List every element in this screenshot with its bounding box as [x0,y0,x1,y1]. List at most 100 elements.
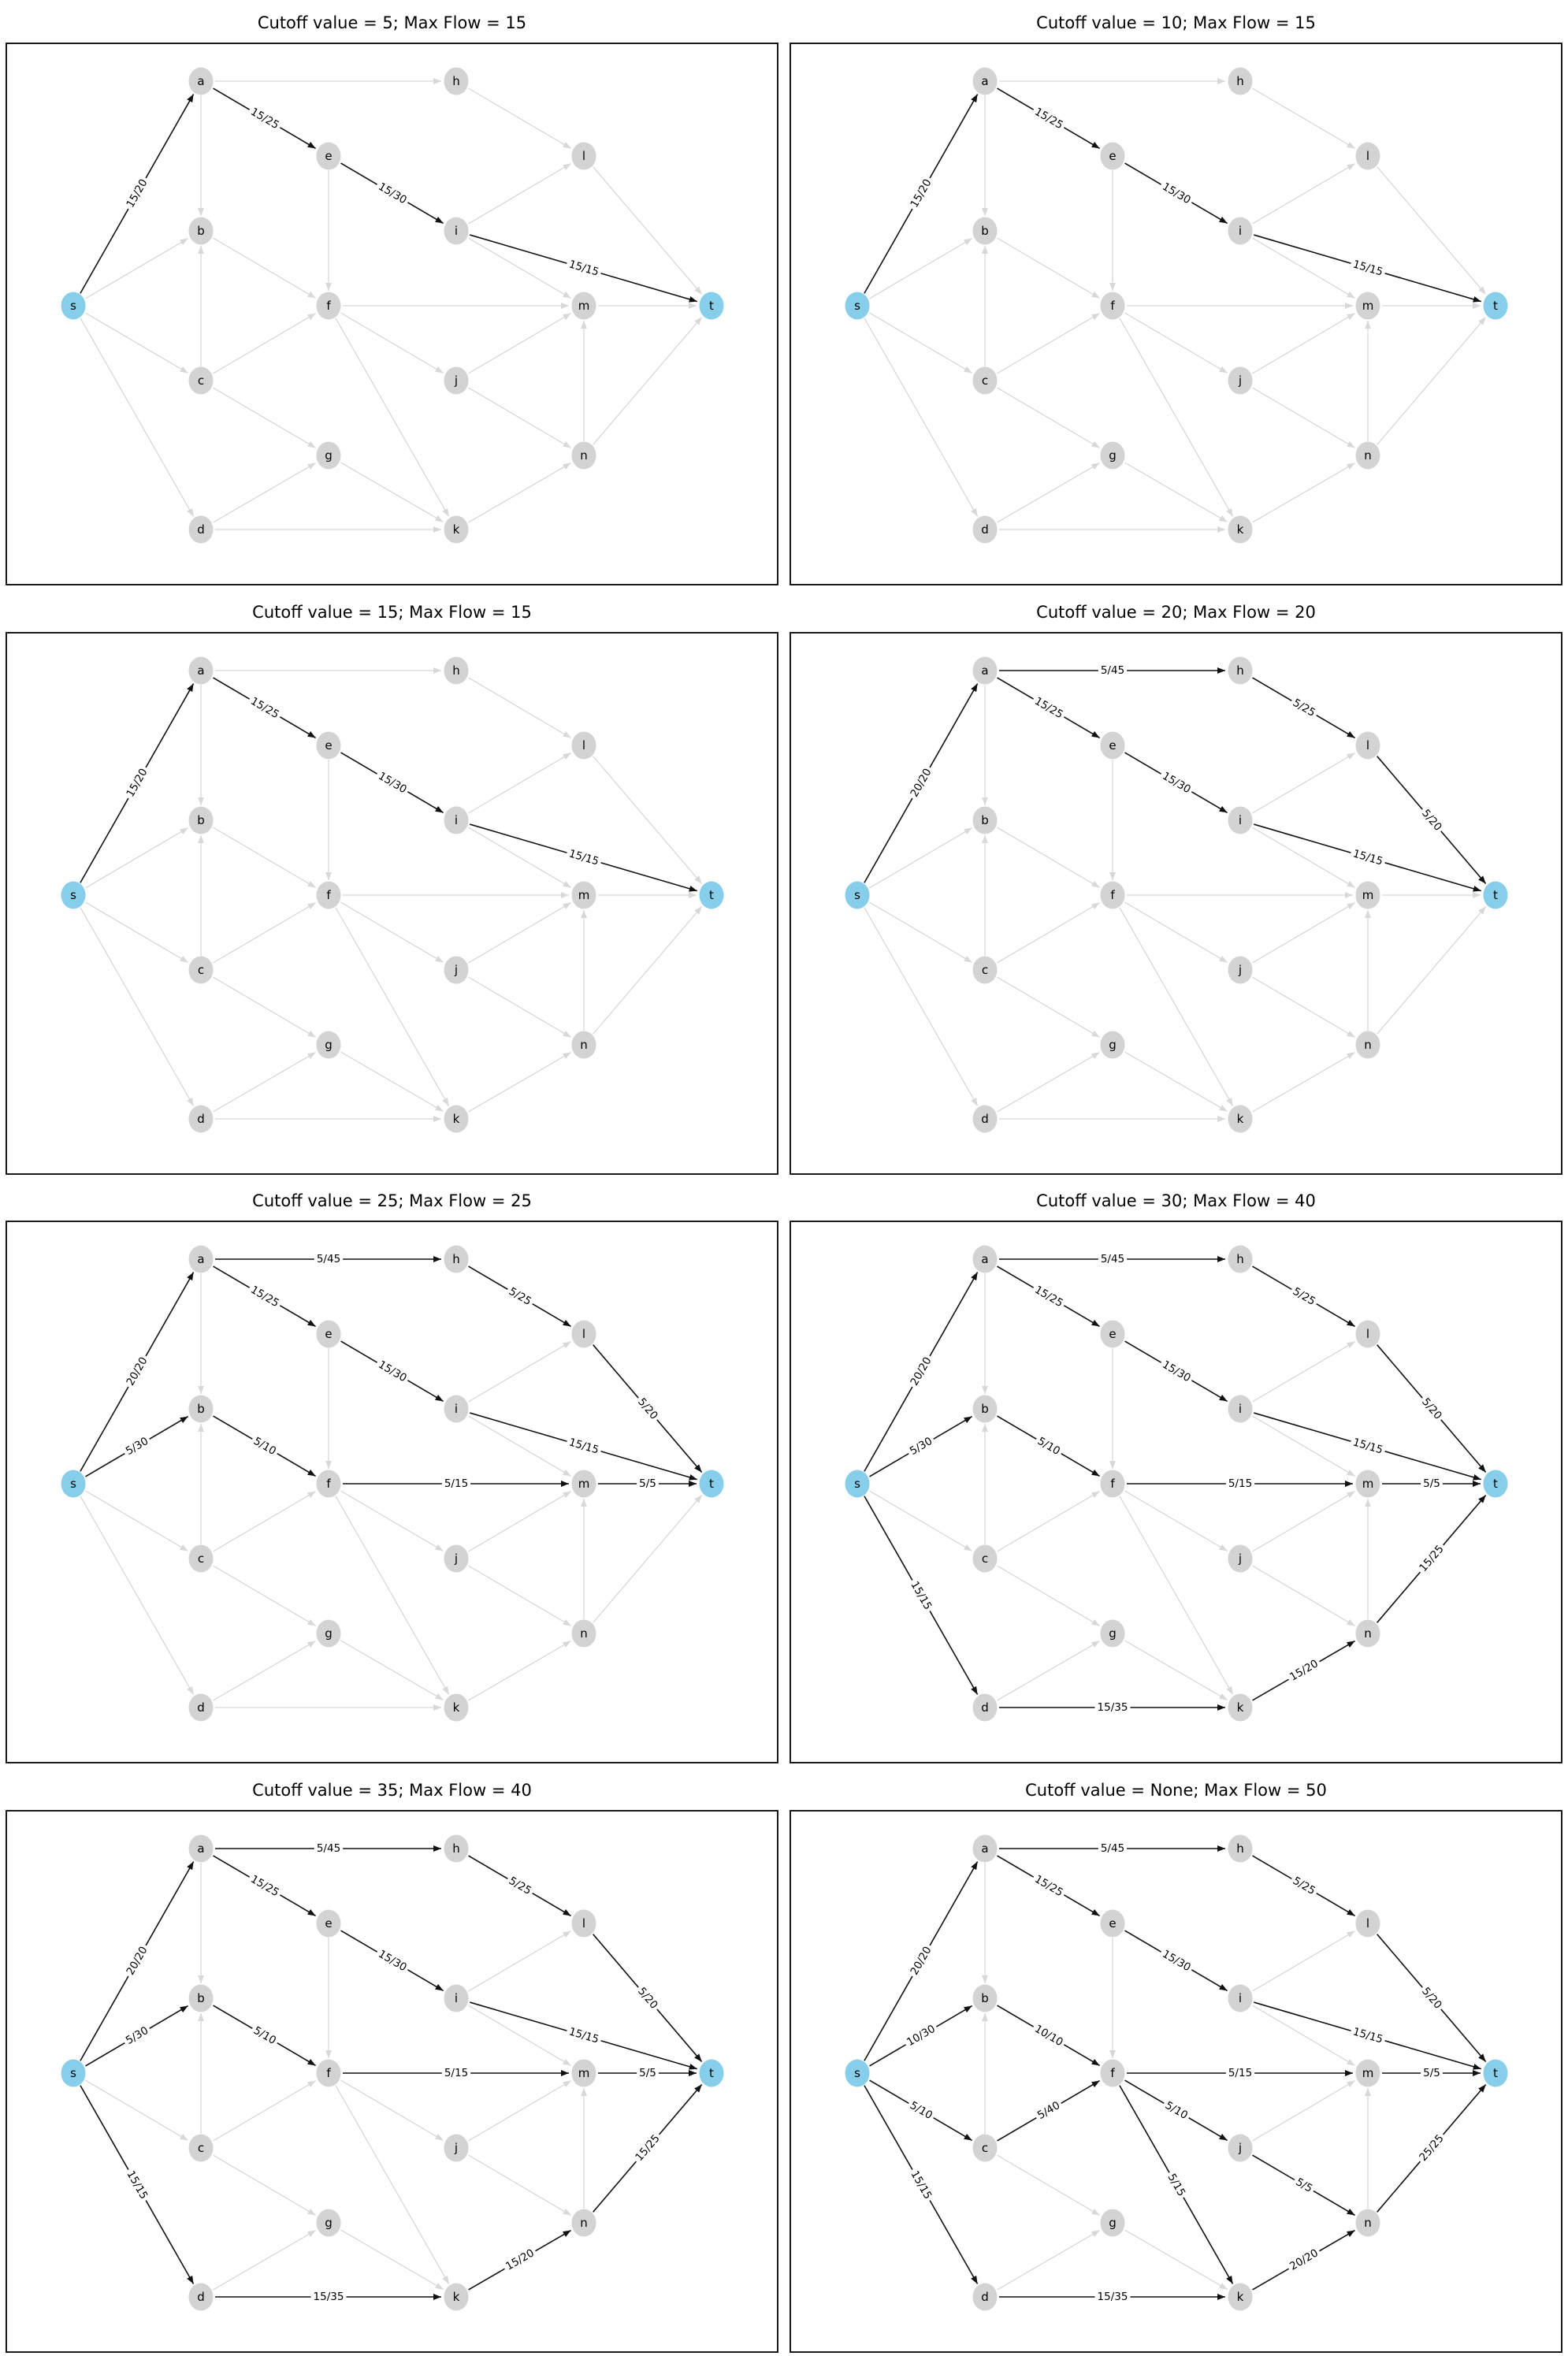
edges-layer [80,1845,703,2300]
graph-node-label-m: m [578,888,590,902]
graph-node-label-t: t [709,1477,714,1491]
graph-node-label-h: h [1236,663,1244,678]
graph-node-label-g: g [325,1038,333,1052]
edge-label-bg [249,2023,281,2048]
svg-text:5/45: 5/45 [1101,1842,1124,1855]
flow-graph-panel-1: Cutoff value = 5; Max Flow = 15 s a b c d e f g h… [0,0,784,589]
graph-node-s [61,881,86,909]
graph-edge-s-b [869,238,972,299]
graph-node-f [1100,292,1125,320]
graph-node-label-t: t [1493,888,1498,902]
edge-label-bg [1415,2130,1448,2165]
edge-label-bg [907,1577,935,1614]
svg-text:15/25: 15/25 [248,1284,281,1310]
graph-node-a [972,67,998,95]
edge-label-bg [907,1353,935,1390]
svg-text:15/15: 15/15 [908,1579,934,1612]
graph-edge-j-m [1252,1491,1355,1552]
edge-label-bg [314,1841,344,1856]
graph-node-label-e: e [325,149,332,163]
edge-labels-layer: 20/20 15/25 5/45 15/30 5/25 15/15 5/20 [907,663,1446,869]
graph-node-label-f: f [326,299,331,313]
graph-node-label-m: m [578,299,590,313]
edge-label-bg [1415,1541,1448,1576]
svg-text:10/30: 10/30 [905,2022,938,2048]
graph-node-label-b: b [197,1991,205,2005]
graph-node-k [444,515,469,544]
edge-label-bg [1418,1983,1446,2012]
graph-edge-j-n [1252,976,1355,1038]
graph-node-i [1228,217,1253,245]
svg-text:5/15: 5/15 [1228,2067,1252,2079]
edge-label-s-b: 10/30 [903,2020,939,2050]
graph-edge-f-j [1124,1490,1228,1551]
svg-text:15/35: 15/35 [314,2291,344,2303]
graph-node-i [444,217,469,245]
graph-node-h [1228,1834,1253,1862]
graph-node-d [188,2283,214,2310]
graph-node-a [188,656,214,684]
edge-label-i-t: 15/15 [1349,257,1387,280]
flow-graph-canvas-7: Cutoff value = 35; Max Flow = 40 s a b c d e f g… [6,1781,778,2353]
graph-edge-c-g [997,1565,1100,1626]
graph-node-l [1355,731,1380,759]
graph-node-label-c: c [198,963,204,977]
svg-text:15/30: 15/30 [376,1358,409,1384]
edge-label-c-f: 5/40 [1033,2098,1065,2123]
edge-label-s-d: 15/15 [907,2166,935,2203]
graph-edge-i-m [468,2005,571,2066]
graph-node-n [571,2209,596,2236]
svg-text:15/25: 15/25 [1032,1284,1065,1310]
graph-node-e [316,142,341,170]
graph-node-label-j: j [1238,2141,1242,2155]
graph-edge-d-g [997,1051,1100,1113]
graph-edge-f-k [1119,318,1234,517]
edge-labels-layer: 20/20 5/30 15/25 5/45 5/10 15/30 5/15 5/25 15/15… [121,1252,662,1491]
graph-node-label-j: j [454,373,458,388]
edge-label-a-h: 5/45 [1098,1841,1128,1856]
graph-node-label-t: t [1493,1477,1498,1491]
panel-border [6,1809,778,2353]
graph-node-i [444,1395,469,1423]
edge-label-bg [123,175,151,212]
graph-edge-c-f [997,901,1100,963]
graph-node-l [1355,142,1380,170]
edges-layer [864,78,1487,533]
edge-label-j-n: 5/5 [1291,2174,1317,2196]
graph-node-j [444,1544,469,1573]
graph-node-label-i: i [455,1991,458,2005]
graph-node-t [699,1470,724,1498]
flow-graph-canvas-4: Cutoff value = 20; Max Flow = 20 s a b c d e f g… [790,603,1562,1175]
edge-label-a-e: 15/25 [247,1282,283,1311]
edge-label-bg [374,767,411,797]
flow-graph-panel-5: Cutoff value = 25; Max Flow = 25 s a b c d e f g… [0,1178,784,1767]
edge-label-bg [1031,1871,1067,1901]
graph-node-label-s: s [70,1477,76,1491]
panel-border [6,631,778,1175]
graph-node-label-b: b [197,813,205,827]
graph-edge-d-g [213,2229,316,2291]
graph-node-n [571,1619,596,1648]
graph-node-m [1355,881,1380,909]
graph-edge-i-m [468,237,571,299]
graph-edge-j-n [468,976,571,1038]
graph-edge-c-f [213,2079,316,2141]
graph-node-label-l: l [1366,1916,1369,1931]
svg-text:15/20: 15/20 [503,2246,537,2272]
graph-edge-k-n [1252,462,1355,523]
edge-label-s-a: 20/20 [907,764,935,801]
graph-node-k [444,2283,469,2310]
graph-node-label-c: c [982,963,988,977]
edge-label-bg [631,2130,664,2165]
graph-node-e [316,1320,341,1348]
edge-label-f-m: 5/15 [1225,1477,1255,1491]
graph-node-f [1100,1470,1125,1498]
graph-node-l [1355,1320,1380,1348]
edge-label-bg [634,1983,662,2012]
svg-text:15/25: 15/25 [248,106,281,132]
edge-label-l-t: 5/20 [634,1394,662,1424]
graph-edge-g-k [1124,1050,1228,1112]
graph-node-label-h: h [1236,1841,1244,1856]
graph-node-h [1228,1245,1253,1273]
graph-node-label-b: b [197,224,205,238]
